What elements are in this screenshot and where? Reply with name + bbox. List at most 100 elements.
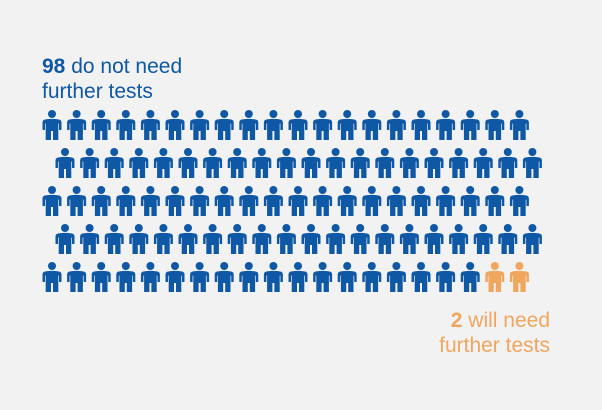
person-icon xyxy=(436,186,456,216)
person-icon xyxy=(239,186,259,216)
person-icon xyxy=(460,262,480,292)
person-icon xyxy=(129,224,149,254)
person-icon xyxy=(203,224,223,254)
person-icon xyxy=(522,148,542,178)
person-icon xyxy=(153,224,173,254)
person-icon xyxy=(140,262,160,292)
person-icon xyxy=(190,262,210,292)
no-tests-label: 98 do not need further tests xyxy=(42,54,182,104)
person-icon xyxy=(399,148,419,178)
person-icon xyxy=(362,262,382,292)
person-icon xyxy=(165,186,185,216)
person-icon xyxy=(460,186,480,216)
person-icon xyxy=(386,186,406,216)
person-icon xyxy=(80,224,100,254)
tests-label: 2 will need further tests xyxy=(439,308,550,358)
person-icon xyxy=(362,110,382,140)
person-icon xyxy=(399,224,419,254)
person-icon xyxy=(473,148,493,178)
person-icon xyxy=(411,186,431,216)
person-icon xyxy=(129,148,149,178)
person-icon xyxy=(91,186,111,216)
person-icon xyxy=(509,110,529,140)
person-icon xyxy=(214,186,234,216)
person-icon xyxy=(498,148,518,178)
person-icon xyxy=(116,110,136,140)
person-icon xyxy=(449,224,469,254)
person-icon xyxy=(140,186,160,216)
person-icon xyxy=(178,148,198,178)
person-icon xyxy=(326,224,346,254)
person-icon xyxy=(42,262,62,292)
person-icon xyxy=(326,148,346,178)
person-icon xyxy=(485,186,505,216)
person-icon xyxy=(165,262,185,292)
person-icon xyxy=(350,148,370,178)
person-icon xyxy=(386,262,406,292)
person-icon xyxy=(350,224,370,254)
person-icon xyxy=(67,262,87,292)
person-icon xyxy=(190,186,210,216)
person-icon xyxy=(239,262,259,292)
person-icon xyxy=(263,186,283,216)
person-icon xyxy=(485,110,505,140)
person-icon xyxy=(263,262,283,292)
person-icon xyxy=(190,110,210,140)
person-icon xyxy=(153,148,173,178)
person-icon xyxy=(227,224,247,254)
person-icon xyxy=(449,148,469,178)
person-icon xyxy=(313,186,333,216)
person-icon xyxy=(301,224,321,254)
person-icon xyxy=(313,110,333,140)
person-icon xyxy=(375,148,395,178)
person-icon xyxy=(411,262,431,292)
person-icon xyxy=(498,224,518,254)
person-icon xyxy=(227,148,247,178)
person-icon xyxy=(436,262,456,292)
person-icon xyxy=(104,148,124,178)
person-icon xyxy=(424,148,444,178)
person-icon xyxy=(203,148,223,178)
no-tests-text-line2: further tests xyxy=(42,80,153,103)
person-icon xyxy=(55,148,75,178)
person-icon xyxy=(165,110,185,140)
person-icon xyxy=(252,148,272,178)
tests-text: will need xyxy=(468,309,550,332)
person-icon xyxy=(337,110,357,140)
person-icon xyxy=(239,110,259,140)
person-icon xyxy=(337,262,357,292)
person-icon xyxy=(411,110,431,140)
no-tests-count: 98 xyxy=(42,55,66,78)
tests-count: 2 xyxy=(450,309,463,332)
person-icon xyxy=(485,262,505,292)
person-icon xyxy=(436,110,456,140)
person-icon xyxy=(116,262,136,292)
person-icon xyxy=(509,186,529,216)
person-icon xyxy=(55,224,75,254)
person-icon xyxy=(178,224,198,254)
person-icon xyxy=(214,110,234,140)
person-icon xyxy=(263,110,283,140)
tests-text-line2: further tests xyxy=(439,334,550,357)
person-icon xyxy=(104,224,124,254)
person-icon xyxy=(375,224,395,254)
person-icon xyxy=(140,110,160,140)
no-tests-text: do not need xyxy=(71,55,183,78)
person-icon xyxy=(337,186,357,216)
person-icon xyxy=(460,110,480,140)
person-icon xyxy=(288,186,308,216)
person-icon xyxy=(42,110,62,140)
person-icon xyxy=(288,262,308,292)
person-icon xyxy=(214,262,234,292)
person-icon xyxy=(80,148,100,178)
person-icon xyxy=(91,110,111,140)
person-icon xyxy=(116,186,136,216)
person-icon xyxy=(509,262,529,292)
person-icon xyxy=(276,148,296,178)
person-icon xyxy=(67,186,87,216)
person-icon xyxy=(252,224,272,254)
person-icon xyxy=(522,224,542,254)
person-icon xyxy=(288,110,308,140)
